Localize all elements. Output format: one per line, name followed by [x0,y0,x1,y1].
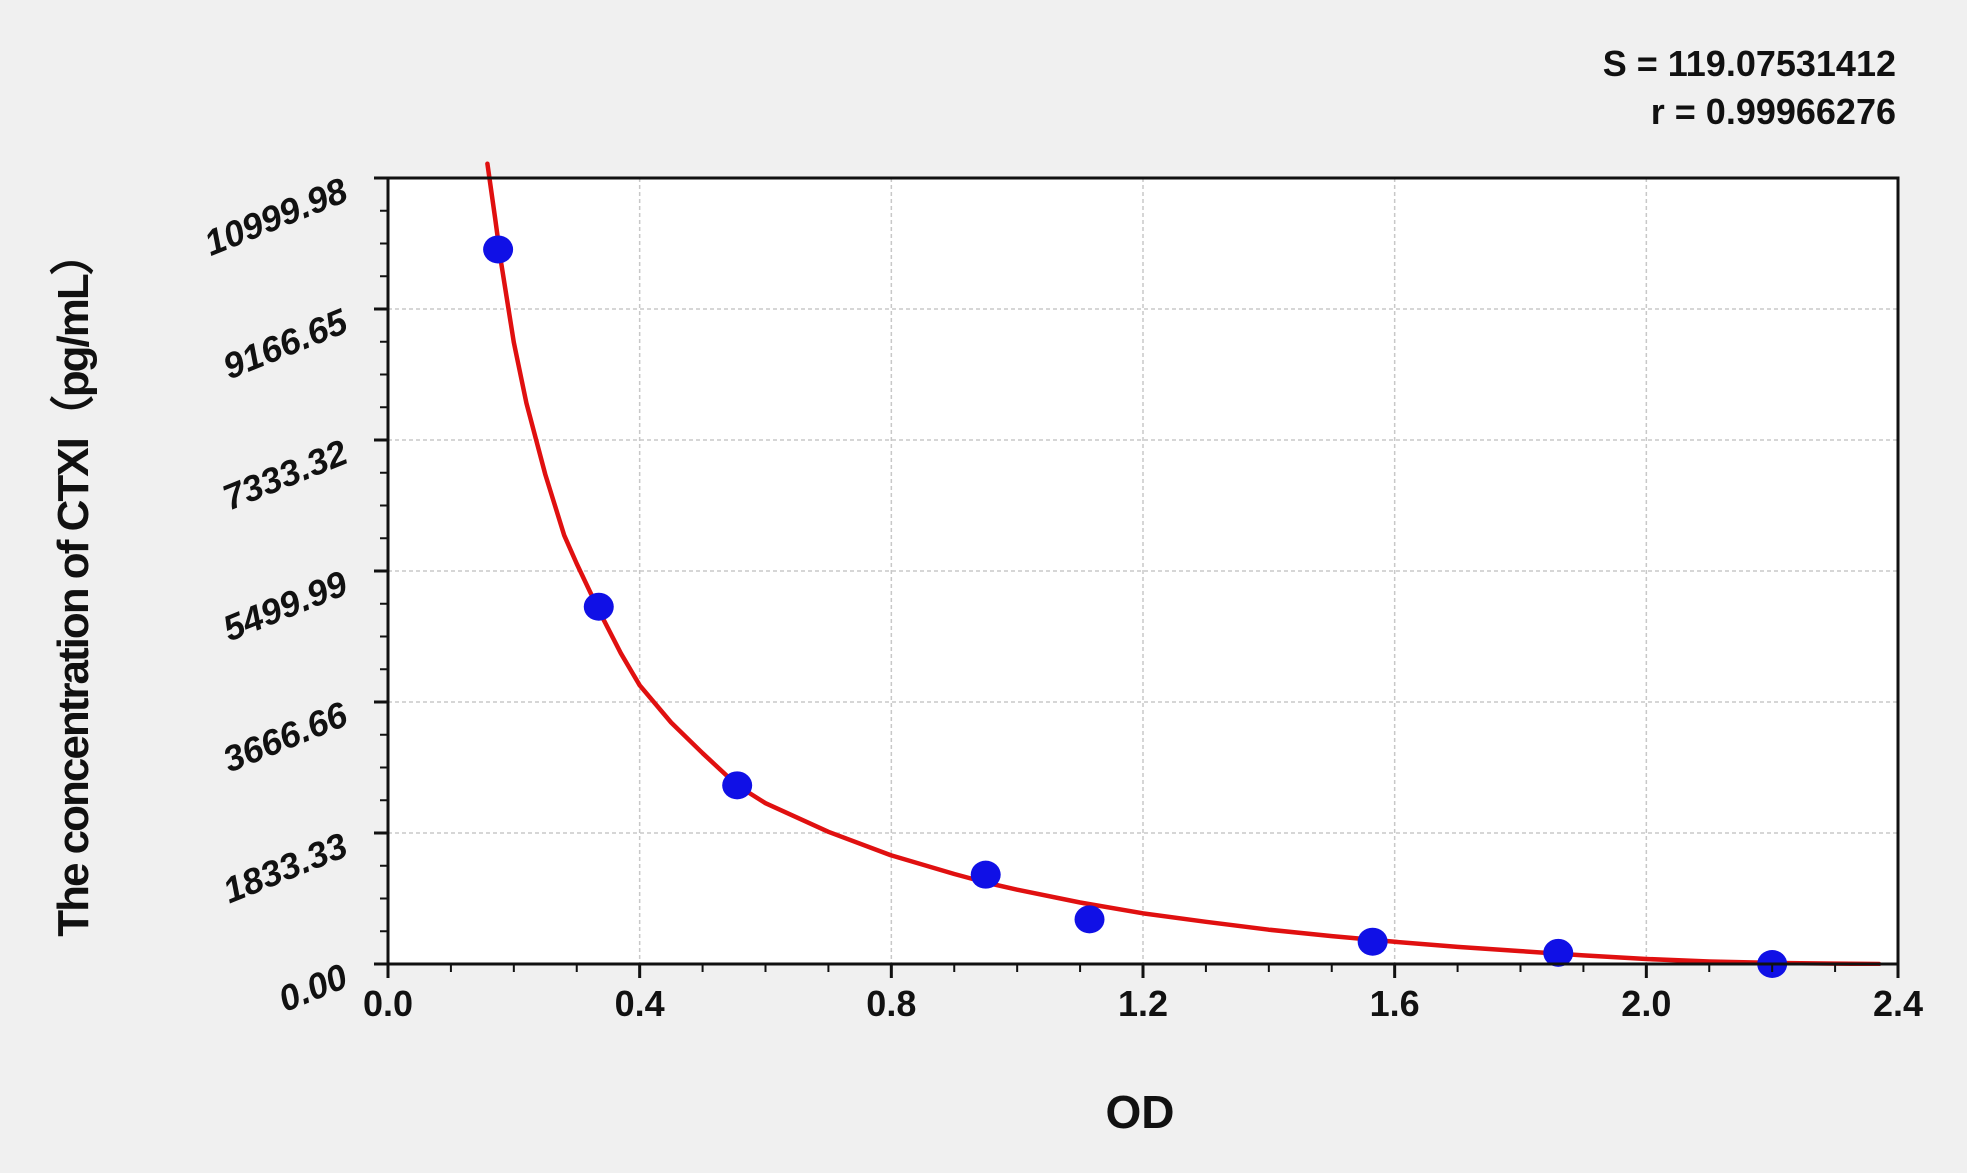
x-tick-label: 2.0 [1621,983,1671,1024]
x-tick-label: 0.4 [615,983,665,1024]
data-point [1543,938,1574,967]
x-axis-title: OD [1106,1086,1175,1138]
grid-lines [388,178,1898,964]
x-minor-ticks [449,964,1837,972]
y-minor-ticks [380,209,388,933]
data-point [583,592,614,621]
data-point [970,860,1001,889]
y-tick-label: 7333.32 [217,431,353,518]
y-tick-label: 0.00 [273,955,353,1019]
y-major-ticks [374,176,388,966]
data-point [483,235,514,264]
data-points-layer [483,235,1788,978]
data-point [722,771,753,800]
x-major-ticks [386,964,1900,978]
y-tick-label: 1833.33 [217,824,353,911]
x-tick-label: 1.6 [1370,983,1420,1024]
x-tick-label: 0.0 [363,983,413,1024]
data-point [1074,905,1105,934]
x-tick-label: 1.2 [1118,983,1168,1024]
stat-r-value: r = 0.99966276 [1651,91,1896,132]
x-tick-label: 0.8 [866,983,916,1024]
y-tick-label: 5499.99 [217,562,353,649]
y-tick-label: 3666.66 [217,693,354,780]
data-point [1357,927,1388,956]
x-tick-labels: 0.0 0.4 0.8 1.2 1.6 2.0 2.4 [363,983,1923,1024]
y-tick-labels: 0.00 1833.33 3666.66 5499.99 7333.32 9166.65 1… [198,169,353,1019]
y-tick-label: 9166.65 [217,300,354,387]
x-tick-label: 2.4 [1873,983,1923,1024]
y-axis-title: The concentration of CTXI（pg/mL） [49,233,98,937]
y-tick-label: 10999.98 [198,169,353,263]
stat-s-value: S = 119.07531412 [1603,43,1896,84]
